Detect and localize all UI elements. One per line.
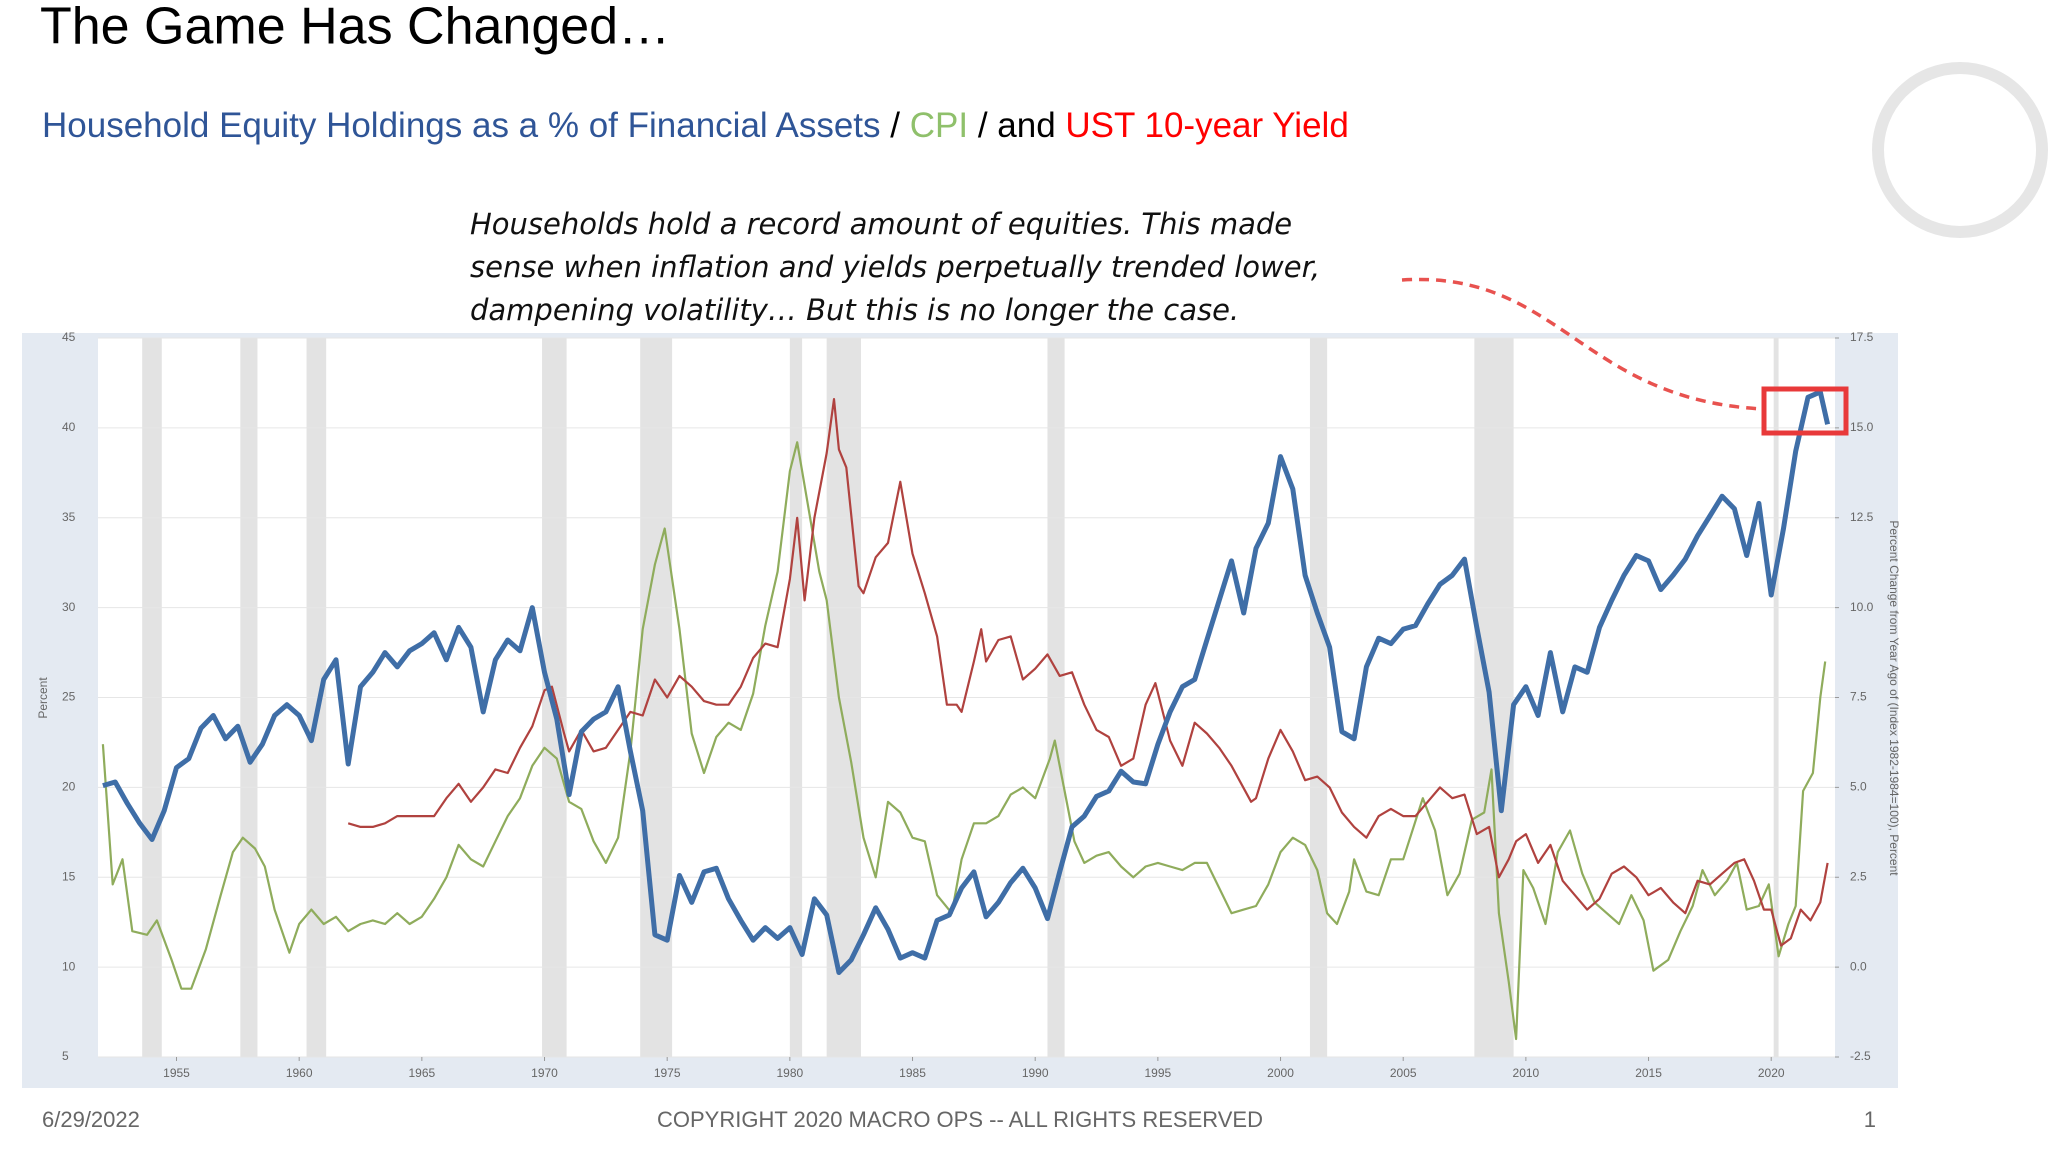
- plot: 5 10 15 20 25 30 35 40 45 -2.5 0.0 2.5 5.0 7.5 10.0 12.…: [62, 330, 1874, 1080]
- slide-title: The Game Has Changed…: [40, 0, 670, 56]
- y2-tick-label: 5.0: [1850, 780, 1867, 794]
- subtitle-series: CPI: [910, 106, 968, 145]
- annotation-line: sense when inflation and yields perpetua…: [470, 250, 1320, 284]
- y-tick-label: 30: [62, 600, 76, 614]
- y-tick-label: 45: [62, 330, 76, 344]
- footer-date: 6/29/2022: [42, 1107, 140, 1132]
- x-tick-label: 2020: [1758, 1066, 1785, 1080]
- x-tick-label: 1970: [531, 1066, 558, 1080]
- footer-copyright: COPYRIGHT 2020 MACRO OPS -- ALL RIGHTS R…: [657, 1107, 1263, 1132]
- y-axis-title: Percent: [36, 677, 50, 719]
- y-tick-label: 25: [62, 690, 76, 704]
- series-line: [102, 389, 1831, 975]
- y2-tick-label: 15.0: [1850, 420, 1874, 434]
- annotation-line: dampening volatility… But this is no lon…: [470, 293, 1239, 327]
- y2-tick-label: 10.0: [1850, 600, 1874, 614]
- subtitle-series: Household Equity Holdings as a % of Fina…: [42, 106, 881, 145]
- x-tick-label: 1955: [163, 1066, 190, 1080]
- annotation-line: Households hold a record amount of equit…: [470, 207, 1292, 241]
- subtitle: Household Equity Holdings as a % of Fina…: [42, 106, 1349, 145]
- logo-ring: [1872, 62, 2048, 238]
- x-tick-label: 1985: [899, 1066, 926, 1080]
- y2-tick-label: 7.5: [1850, 690, 1867, 704]
- y2-axis-title: Percent Change from Year Ago of (Index 1…: [1887, 520, 1901, 876]
- subtitle-join: / and: [978, 106, 1056, 145]
- y2-tick-label: -2.5: [1850, 1049, 1871, 1063]
- x-tick-label: 2000: [1267, 1066, 1294, 1080]
- series-line: [347, 398, 1829, 947]
- x-tick-label: 1990: [1022, 1066, 1049, 1080]
- x-tick-label: 1995: [1145, 1066, 1172, 1080]
- x-tick-label: 2015: [1635, 1066, 1662, 1080]
- x-tick-label: 1980: [777, 1066, 804, 1080]
- x-tick-label: 2005: [1390, 1066, 1417, 1080]
- y2-tick-label: 0.0: [1850, 959, 1867, 973]
- y-tick-label: 40: [62, 420, 76, 434]
- series-line: [101, 441, 1827, 1041]
- x-tick-label: 1975: [654, 1066, 681, 1080]
- highlight-box: [1761, 386, 1849, 436]
- y-tick-label: 15: [62, 869, 76, 883]
- x-tick-label: 2010: [1513, 1066, 1540, 1080]
- y-tick-label: 35: [62, 510, 76, 524]
- subtitle-series: UST 10-year Yield: [1065, 106, 1348, 145]
- x-tick-label: 1965: [408, 1066, 435, 1080]
- y2-tick-label: 2.5: [1850, 869, 1867, 883]
- x-tick-label: 1960: [286, 1066, 313, 1080]
- y2-tick-label: 12.5: [1850, 510, 1874, 524]
- subtitle-join: /: [890, 106, 900, 145]
- y2-tick-label: 17.5: [1850, 330, 1874, 344]
- y-tick-label: 20: [62, 780, 76, 794]
- annotation-arrow: [1401, 277, 1764, 411]
- y-tick-label: 5: [62, 1049, 69, 1063]
- y-tick-label: 10: [62, 959, 76, 973]
- footer-page: 1: [1864, 1107, 1876, 1132]
